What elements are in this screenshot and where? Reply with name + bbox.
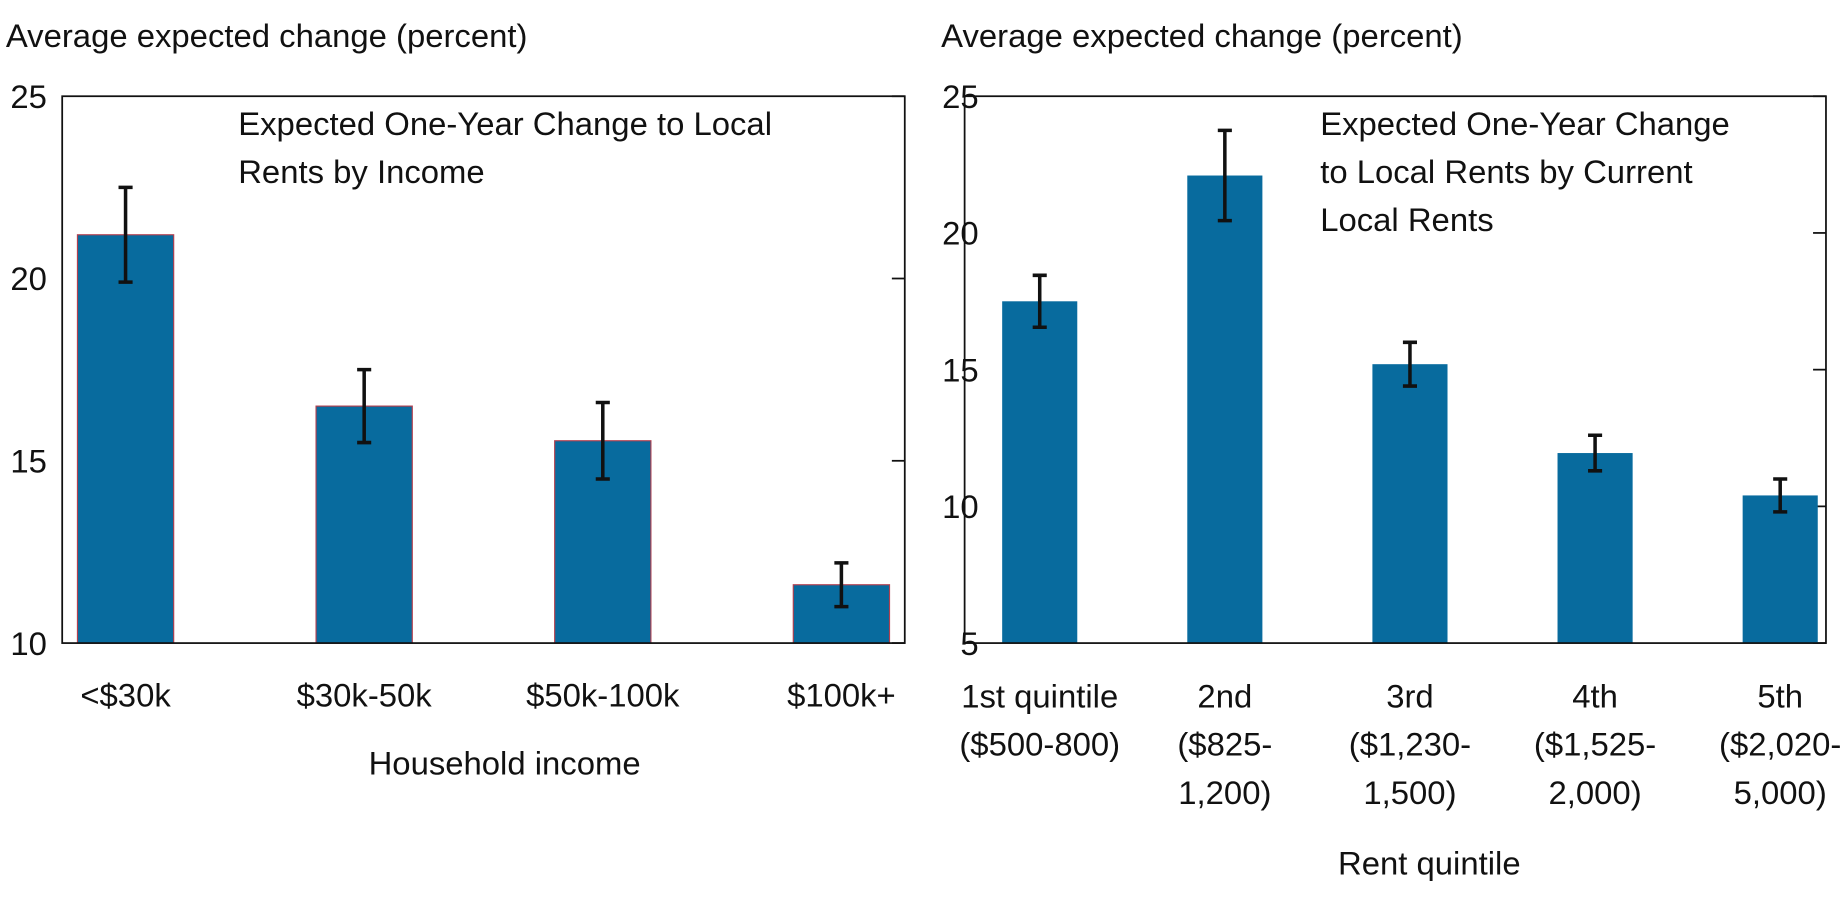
x-tick-label: $50k-100k — [526, 676, 680, 713]
error-bar — [1217, 128, 1232, 223]
bar — [1002, 301, 1078, 644]
y-tick-label: 15 — [942, 351, 979, 388]
x-tick-label: 1st quintile ($500-800) — [959, 678, 1120, 763]
plot-frame — [963, 95, 1827, 644]
error-bar — [118, 185, 133, 284]
x-axis-title: Household income — [369, 745, 641, 782]
error-bar — [357, 367, 372, 445]
y-tick-label: 15 — [10, 443, 47, 480]
error-bar — [1588, 433, 1603, 473]
figure-body: Average expected change (percent) 10 15 20 2… — [6, 17, 1840, 881]
x-axis-title: Rent quintile — [1338, 844, 1521, 881]
x-tick-label: $30k-50k — [297, 676, 433, 713]
chart-title: Expected One-Year Change to Local Rents b… — [1320, 105, 1730, 238]
error-bar — [595, 400, 610, 481]
plot-frame — [61, 95, 906, 644]
x-tick-label: 4th ($1,525-2,000) — [1534, 678, 1656, 811]
error-bar — [1402, 340, 1418, 388]
y-tick-label: 10 — [10, 625, 47, 662]
x-tick-label: 5th ($2,020-5,000) — [1719, 678, 1840, 811]
error-bar — [1773, 477, 1788, 514]
bar — [1557, 453, 1633, 644]
error-bar — [834, 561, 849, 609]
y-tick-label: 25 — [10, 78, 47, 115]
x-tick-label: 3rd ($1,230-1,500) — [1349, 678, 1471, 811]
y-axis-title: Average expected change (percent) — [6, 17, 528, 54]
error-bar — [1032, 273, 1047, 330]
y-axis-title: Average expected change (percent) — [941, 17, 1463, 54]
x-tick-label: 2nd ($825-1,200) — [1177, 678, 1272, 811]
y-tick-label: 10 — [942, 488, 979, 525]
bar — [76, 234, 175, 644]
bar — [1372, 364, 1448, 644]
chart-title: Expected One-Year Change to Local Rents b… — [238, 105, 772, 190]
bar — [1187, 175, 1263, 644]
bar — [1742, 495, 1818, 644]
x-tick-label: <$30k — [80, 676, 171, 713]
x-tick-label: $100k+ — [787, 676, 896, 713]
y-tick-label: 20 — [942, 215, 979, 252]
y-tick-label: 20 — [10, 260, 47, 297]
